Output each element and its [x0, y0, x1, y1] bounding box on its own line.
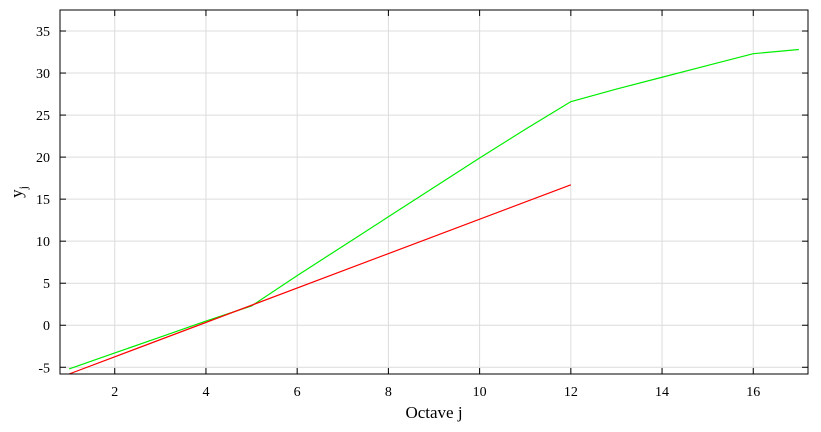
x-tick-label: 12: [564, 385, 578, 400]
y-tick-label: 15: [36, 193, 50, 208]
y-axis-label: yj: [7, 186, 30, 198]
grid: [60, 10, 808, 374]
y-axis-label-main: y: [7, 189, 26, 198]
x-tick-label: 16: [746, 385, 760, 400]
x-tick-label: 2: [111, 385, 118, 400]
y-tick-label: 0: [43, 319, 50, 334]
x-tick-label: 10: [473, 385, 487, 400]
y-tick-label: 5: [43, 277, 50, 292]
y-tick-label: 30: [36, 67, 50, 82]
y-axis-label-subscript: j: [16, 186, 30, 190]
y-tick-label: -5: [38, 361, 50, 376]
x-tick-label: 14: [655, 385, 669, 400]
x-tick-label: 4: [202, 385, 209, 400]
y-tick-label: 35: [36, 25, 50, 40]
x-tick-labels: 2 4 6 8 10 12 14 16: [111, 385, 760, 400]
series-line-1: [68, 48, 799, 370]
ticks: [60, 10, 808, 374]
x-axis-label: Octave j: [405, 403, 462, 422]
y-tick-label: 10: [36, 235, 50, 250]
x-tick-label: 6: [294, 385, 301, 400]
series-group: [68, 48, 799, 375]
series-line-2: [68, 184, 572, 375]
plot-frame: [59, 9, 809, 375]
x-tick-label: 8: [385, 385, 392, 400]
y-tick-label: 20: [36, 151, 50, 166]
y-tick-labels: -5 0 5 10 15 20 25 30 35: [36, 25, 50, 376]
y-tick-label: 25: [36, 109, 50, 124]
